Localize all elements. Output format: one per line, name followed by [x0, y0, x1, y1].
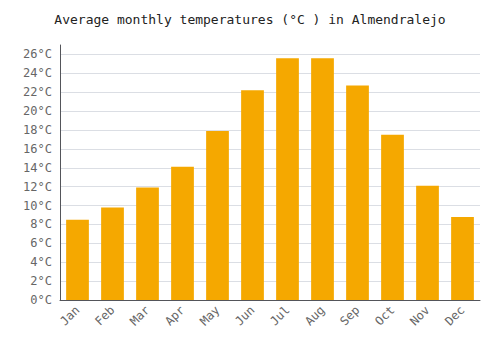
- svg-text:18°C: 18°C: [23, 123, 52, 137]
- svg-text:Nov: Nov: [407, 303, 432, 328]
- svg-text:12°C: 12°C: [23, 180, 52, 194]
- svg-text:20°C: 20°C: [23, 104, 52, 118]
- svg-text:Jan: Jan: [57, 303, 82, 328]
- svg-text:Dec: Dec: [442, 303, 467, 328]
- svg-text:Sep: Sep: [337, 303, 362, 328]
- svg-text:26°C: 26°C: [23, 47, 52, 61]
- svg-text:May: May: [197, 303, 222, 328]
- svg-text:Jul: Jul: [267, 303, 292, 328]
- svg-text:6°C: 6°C: [30, 236, 52, 250]
- svg-text:2°C: 2°C: [30, 274, 52, 288]
- svg-text:22°C: 22°C: [23, 85, 52, 99]
- svg-text:24°C: 24°C: [23, 66, 52, 80]
- svg-text:14°C: 14°C: [23, 161, 52, 175]
- svg-text:4°C: 4°C: [30, 255, 52, 269]
- svg-text:Oct: Oct: [372, 303, 397, 328]
- svg-text:16°C: 16°C: [23, 142, 52, 156]
- svg-text:Apr: Apr: [162, 303, 187, 328]
- svg-text:10°C: 10°C: [23, 199, 52, 213]
- svg-text:0°C: 0°C: [30, 293, 52, 307]
- svg-text:Aug: Aug: [302, 303, 327, 328]
- svg-text:8°C: 8°C: [30, 217, 52, 231]
- svg-text:Feb: Feb: [92, 303, 117, 328]
- svg-text:Average monthly temperatures (: Average monthly temperatures (°C ) in Al…: [54, 12, 445, 27]
- svg-text:Jun: Jun: [232, 303, 257, 328]
- svg-text:Mar: Mar: [127, 303, 152, 328]
